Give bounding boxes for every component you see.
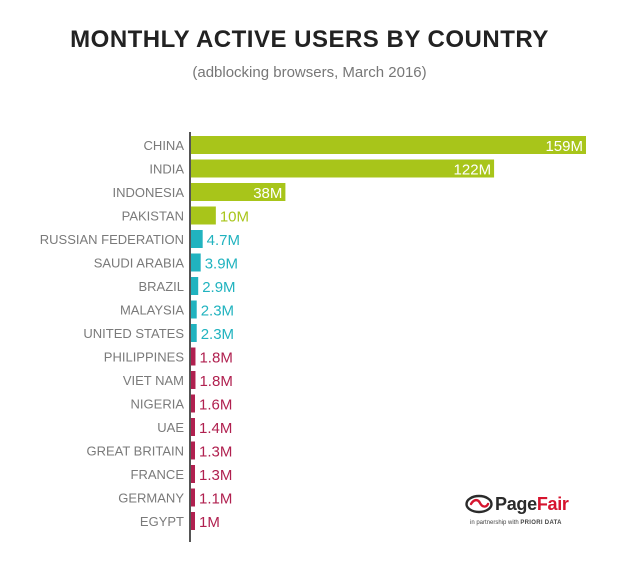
- category-label: SAUDI ARABIA: [94, 256, 185, 271]
- category-label: MALAYSIA: [120, 303, 184, 318]
- pagefair-logo-icon: [465, 494, 493, 514]
- value-label: 2.3M: [201, 326, 234, 343]
- value-label: 2.9M: [202, 279, 235, 296]
- bar: [191, 206, 216, 225]
- value-label: 1.6M: [199, 397, 232, 414]
- category-label: BRAZIL: [138, 279, 184, 294]
- bar: [191, 465, 195, 483]
- bar: [191, 277, 199, 295]
- category-label: PAKISTAN: [122, 209, 184, 224]
- value-label: 1.8M: [199, 373, 232, 390]
- bar: [191, 300, 197, 319]
- chart-subtitle: (adblocking browsers, March 2016): [192, 64, 427, 81]
- category-label: UNITED STATES: [83, 326, 184, 341]
- value-label: 1.1M: [199, 491, 232, 508]
- category-label: FRANCE: [131, 467, 185, 482]
- brand-name-fair: Fair: [536, 494, 569, 514]
- pagefair-brand: PageFair in partnership with PRIORI DATA: [465, 494, 590, 532]
- category-label: GERMANY: [118, 491, 184, 506]
- bar: [191, 418, 195, 436]
- value-label: 38M: [253, 185, 282, 202]
- category-label: PHILIPPINES: [104, 350, 185, 365]
- bar: [191, 371, 196, 389]
- bar: [191, 230, 203, 248]
- brand-tagline-partner: PRIORI DATA: [520, 520, 562, 526]
- brand-tagline: in partnership with PRIORI DATA: [470, 520, 562, 526]
- value-label: 122M: [454, 162, 492, 179]
- value-label: 1.3M: [199, 467, 232, 484]
- value-label: 2.3M: [201, 303, 234, 320]
- category-label: CHINA: [144, 138, 185, 153]
- value-label: 159M: [545, 138, 583, 155]
- category-label: INDIA: [149, 162, 184, 177]
- bar: [191, 183, 286, 201]
- category-label: GREAT BRITAIN: [86, 444, 184, 459]
- value-label: 1.4M: [199, 420, 232, 437]
- value-label: 10M: [220, 209, 249, 226]
- bar: [191, 488, 195, 507]
- bar: [191, 512, 195, 530]
- category-label: EGYPT: [140, 514, 184, 529]
- brand-name-page: Page: [495, 494, 537, 514]
- bar: [191, 324, 197, 342]
- value-label: 1.8M: [199, 350, 232, 367]
- category-label: NIGERIA: [131, 397, 185, 412]
- category-label: INDONESIA: [112, 185, 184, 200]
- category-label: UAE: [157, 420, 184, 435]
- bar: [191, 394, 195, 413]
- category-label: RUSSIAN FEDERATION: [40, 232, 184, 247]
- value-label: 4.7M: [207, 232, 240, 249]
- value-label: 1.3M: [199, 444, 232, 461]
- chart-title: MONTHLY ACTIVE USERS BY COUNTRY: [70, 26, 549, 53]
- brand-tagline-prefix: in partnership with: [470, 520, 519, 526]
- brand-name: PageFair: [495, 494, 569, 515]
- value-label: 3.9M: [205, 256, 238, 273]
- bar: [191, 159, 495, 178]
- category-label: VIET NAM: [123, 373, 184, 388]
- bar: [191, 347, 196, 366]
- bar: [191, 136, 586, 154]
- bar: [191, 441, 195, 460]
- bar: [191, 253, 201, 272]
- value-label: 1M: [199, 514, 220, 531]
